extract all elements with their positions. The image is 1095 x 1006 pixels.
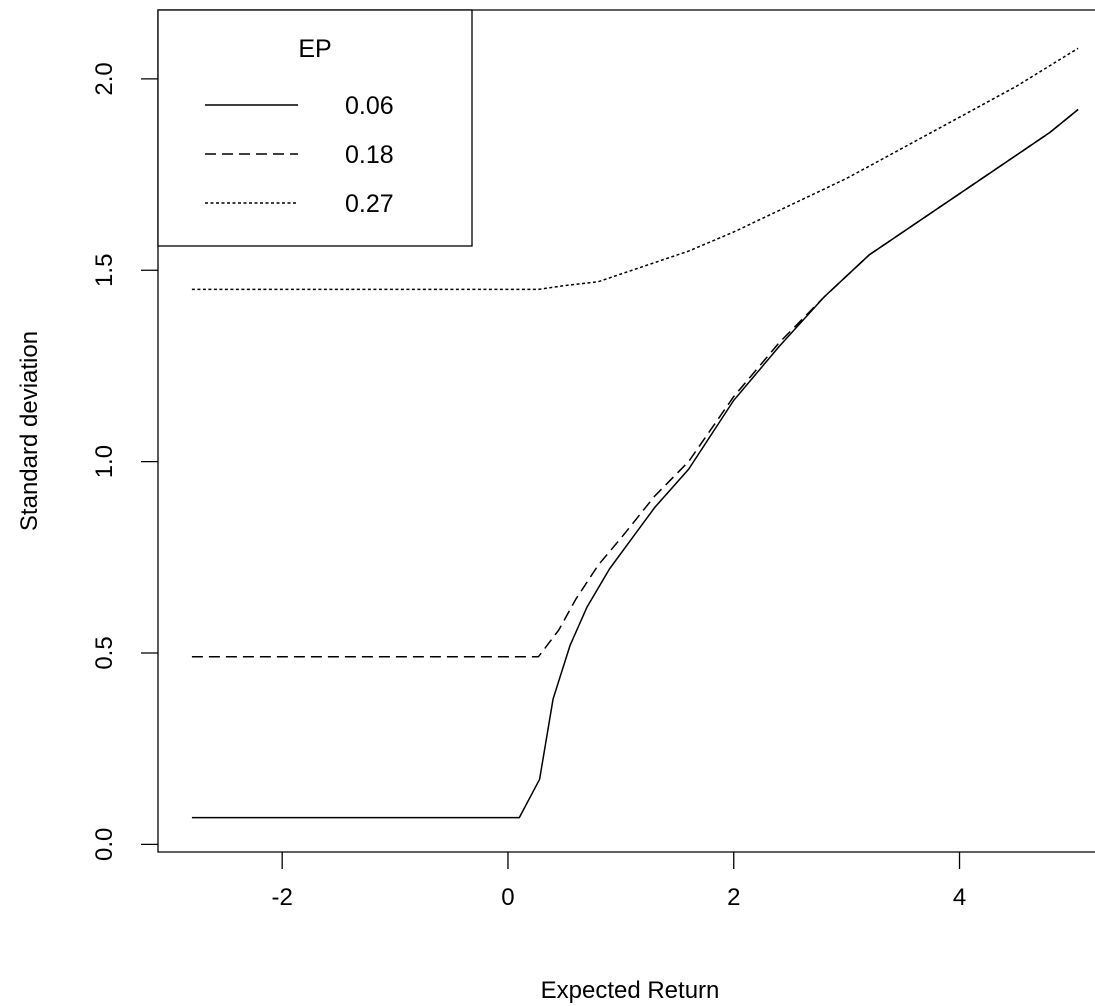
y-axis-title: Standard deviation [16, 331, 43, 531]
legend-title: EP [298, 35, 331, 63]
series-line-3 [191, 47, 1079, 291]
y-tick-label: 1.0 [91, 445, 118, 478]
legend-entries: 0.06 0.18 0.27 [205, 92, 394, 218]
plot-frame [157, 9, 1095, 853]
y-tick-label: 0.5 [91, 636, 118, 669]
x-tick-label: 4 [953, 884, 966, 911]
y-tick-label: 0.0 [91, 828, 118, 861]
legend-label-1: 0.06 [345, 92, 394, 120]
x-axis-title: Expected Return [541, 977, 720, 1004]
y-tick-label: 2.0 [91, 62, 118, 95]
series-layer [191, 47, 1079, 819]
y-tick-label: 1.5 [91, 254, 118, 287]
legend-box [157, 9, 473, 247]
legend-label-3: 0.27 [345, 190, 394, 218]
x-tick-label: 0 [501, 884, 514, 911]
legend-label-2: 0.18 [345, 141, 394, 169]
x-tick-label: 2 [727, 884, 740, 911]
series-line-2 [191, 108, 1079, 658]
x-axis: -2 0 2 4 [272, 852, 966, 911]
y-axis: 0.0 0.5 1.0 1.5 2.0 [91, 62, 158, 861]
x-tick-label: -2 [272, 884, 293, 911]
legend: EP 0.06 0.18 0.27 [157, 9, 473, 247]
